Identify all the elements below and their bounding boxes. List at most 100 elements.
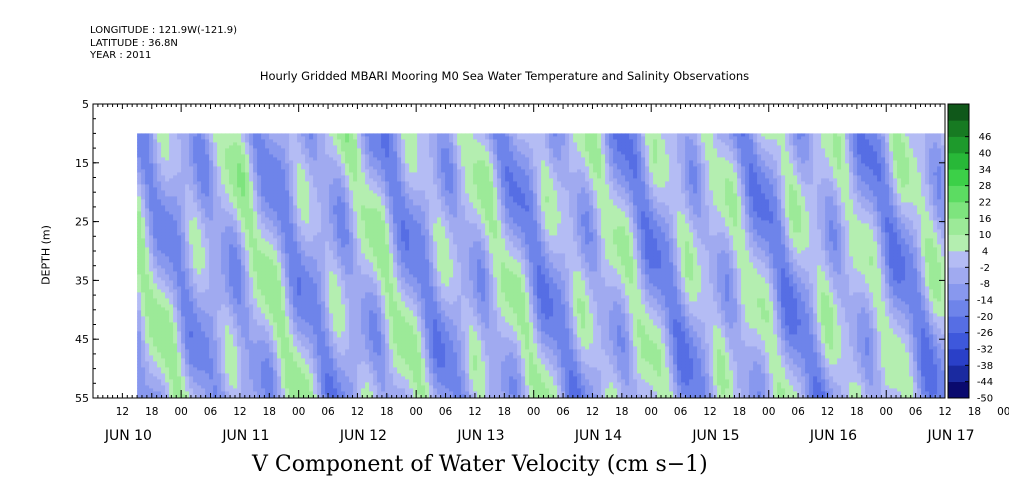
heatmap-cell: [233, 202, 238, 206]
heatmap-cell: [341, 319, 346, 323]
heatmap-cell: [309, 370, 314, 374]
heatmap-cell: [181, 271, 186, 275]
heatmap-cell: [209, 205, 214, 209]
heatmap-cell: [297, 319, 302, 323]
heatmap-cell: [193, 367, 198, 371]
heatmap-cell: [197, 283, 202, 287]
heatmap-cell: [281, 154, 286, 158]
heatmap-cell: [353, 277, 358, 281]
heatmap-cell: [241, 244, 246, 248]
heatmap-cell: [157, 334, 162, 338]
heatmap-cell: [329, 304, 334, 308]
heatmap-cell: [309, 145, 314, 149]
heatmap-cell: [321, 304, 326, 308]
heatmap-cell: [349, 178, 354, 182]
heatmap-cell: [305, 247, 310, 251]
heatmap-cell: [149, 160, 154, 164]
heatmap-cell: [137, 388, 142, 392]
heatmap-cell: [345, 373, 350, 377]
heatmap-cell: [349, 268, 354, 272]
heatmap-cell: [313, 331, 318, 335]
heatmap-cell: [293, 232, 298, 236]
heatmap-cell: [293, 223, 298, 227]
heatmap-cell: [277, 187, 282, 191]
heatmap-cell: [197, 361, 202, 365]
heatmap-cell: [177, 259, 182, 263]
heatmap-cell: [245, 325, 250, 329]
heatmap-cell: [329, 235, 334, 239]
heatmap-cell: [269, 394, 274, 398]
heatmap-cell: [149, 295, 154, 299]
heatmap-cell: [217, 352, 222, 356]
heatmap-cell: [293, 235, 298, 239]
heatmap-cell: [337, 202, 342, 206]
heatmap-cell: [149, 148, 154, 152]
heatmap-cell: [229, 139, 234, 143]
heatmap-cell: [345, 181, 350, 185]
heatmap-cell: [165, 391, 170, 395]
heatmap-cell: [185, 187, 190, 191]
heatmap-cell: [249, 259, 254, 263]
heatmap-cell: [309, 343, 314, 347]
heatmap-cell: [325, 223, 330, 227]
heatmap-cell: [201, 253, 206, 257]
heatmap-cell: [189, 235, 194, 239]
heatmap-cell: [233, 226, 238, 230]
heatmap-cell: [297, 235, 302, 239]
heatmap-cell: [237, 238, 242, 242]
heatmap-cell: [333, 184, 338, 188]
heatmap-cell: [189, 313, 194, 317]
heatmap-cell: [209, 154, 214, 158]
heatmap-cell: [325, 385, 330, 389]
heatmap-cell: [185, 364, 190, 368]
heatmap-cell: [297, 349, 302, 353]
heatmap-cell: [237, 136, 242, 140]
heatmap-cell: [293, 367, 298, 371]
heatmap-cell: [157, 376, 162, 380]
heatmap-cell: [305, 166, 310, 170]
heatmap-cell: [297, 250, 302, 254]
heatmap-cell: [281, 358, 286, 362]
heatmap-cell: [329, 346, 334, 350]
heatmap-cell: [185, 217, 190, 221]
heatmap-cell: [241, 157, 246, 161]
heatmap-cell: [285, 160, 290, 164]
heatmap-cell: [337, 223, 342, 227]
heatmap-cell: [273, 145, 278, 149]
heatmap-cell: [317, 340, 322, 344]
heatmap-cell: [189, 328, 194, 332]
heatmap-cell: [257, 361, 262, 365]
heatmap-cell: [349, 190, 354, 194]
heatmap-cell: [225, 343, 230, 347]
heatmap-cell: [245, 385, 250, 389]
heatmap-cell: [169, 142, 174, 146]
heatmap-cell: [153, 154, 158, 158]
heatmap-cell: [265, 160, 270, 164]
heatmap-cell: [277, 295, 282, 299]
heatmap-cell: [321, 253, 326, 257]
heatmap-cell: [277, 217, 282, 221]
heatmap-cell: [213, 145, 218, 149]
heatmap-cell: [177, 307, 182, 311]
heatmap-cell: [313, 316, 318, 320]
heatmap-cell: [157, 202, 162, 206]
heatmap-cell: [353, 211, 358, 215]
heatmap-cell: [333, 292, 338, 296]
heatmap-cell: [253, 343, 258, 347]
heatmap-cell: [229, 352, 234, 356]
heatmap-cell: [261, 154, 266, 158]
heatmap-cell: [141, 340, 146, 344]
heatmap-cell: [253, 370, 258, 374]
heatmap-cell: [305, 271, 310, 275]
heatmap-cell: [229, 157, 234, 161]
heatmap-cell: [305, 190, 310, 194]
heatmap-cell: [177, 211, 182, 215]
heatmap-cell: [173, 265, 178, 269]
heatmap-cell: [329, 373, 334, 377]
heatmap-cell: [281, 331, 286, 335]
heatmap-cell: [261, 223, 266, 227]
heatmap-cell: [297, 370, 302, 374]
heatmap-cell: [257, 286, 262, 290]
heatmap-cell: [349, 292, 354, 296]
heatmap-cell: [257, 379, 262, 383]
